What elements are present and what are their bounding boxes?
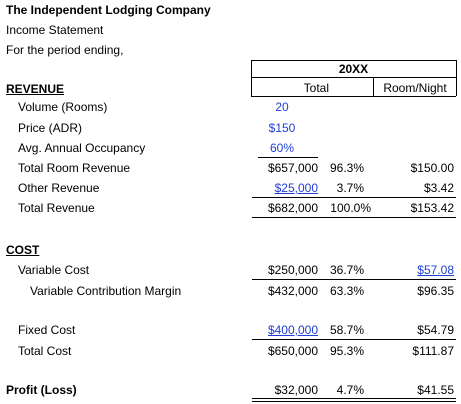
price-value[interactable]: $150 — [268, 121, 296, 135]
fixed-cost-pct: 58.7% — [329, 323, 364, 337]
header-bottom-border — [251, 96, 456, 97]
fixed-cost-underline — [252, 339, 456, 340]
total-revenue-label: Total Revenue — [18, 201, 95, 215]
volume-value[interactable]: 20 — [275, 100, 289, 114]
volume-label: Volume (Rooms) — [18, 100, 108, 114]
price-label: Price (ADR) — [18, 121, 83, 135]
revenue-heading: REVENUE — [6, 82, 65, 96]
contribution-total: $432,000 — [267, 284, 318, 298]
room-revenue-label: Total Room Revenue — [18, 161, 131, 175]
other-revenue-pct: 3.7% — [336, 181, 364, 195]
header-divider — [373, 77, 374, 96]
variable-cost-total: $250,000 — [267, 263, 318, 277]
fixed-cost-label: Fixed Cost — [18, 323, 76, 337]
profit-label: Profit (Loss) — [6, 383, 77, 397]
room-revenue-per: $150.00 — [410, 161, 454, 175]
total-revenue-total: $682,000 — [267, 201, 318, 215]
room-night-column-header: Room/Night — [383, 81, 447, 95]
total-cost-pct: 95.3% — [329, 344, 364, 358]
profit-pct: 4.7% — [336, 383, 364, 397]
fixed-cost-total[interactable]: $400,000 — [267, 323, 318, 337]
profit-total: $32,000 — [274, 383, 318, 397]
header-right-border — [456, 60, 457, 96]
total-revenue-underline — [252, 217, 456, 218]
total-cost-per: $111.87 — [412, 344, 454, 358]
profit-per: $41.55 — [417, 383, 454, 397]
statement-title: Income Statement — [6, 23, 104, 37]
room-revenue-total: $657,000 — [267, 161, 318, 175]
cost-heading: COST — [6, 243, 40, 257]
total-revenue-per: $153.42 — [410, 201, 454, 215]
other-revenue-total[interactable]: $25,000 — [274, 181, 318, 195]
variable-cost-pct: 36.7% — [329, 263, 364, 277]
other-revenue-underline — [252, 197, 456, 198]
period-header: 20XX — [338, 62, 369, 76]
total-column-header: Total — [303, 81, 329, 95]
variable-cost-per[interactable]: $57.08 — [417, 263, 454, 277]
total-revenue-pct: 100.0% — [330, 201, 371, 215]
other-revenue-per: $3.42 — [423, 181, 454, 195]
header-mid-border — [251, 77, 456, 78]
header-top-border — [251, 60, 456, 61]
header-left-border — [251, 60, 252, 96]
fixed-cost-per: $54.79 — [417, 323, 454, 337]
other-revenue-label: Other Revenue — [18, 181, 100, 195]
occupancy-label: Avg. Annual Occupancy — [18, 141, 146, 155]
company-name: The Independent Lodging Company — [6, 3, 211, 17]
variable-cost-underline — [252, 279, 456, 280]
total-cost-total: $650,000 — [267, 344, 318, 358]
contribution-pct: 63.3% — [329, 284, 364, 298]
occupancy-underline — [258, 157, 318, 158]
variable-cost-label: Variable Cost — [18, 263, 90, 277]
contribution-per: $96.35 — [417, 284, 454, 298]
profit-double-underline — [252, 398, 456, 402]
room-revenue-pct: 96.3% — [329, 161, 364, 175]
occupancy-value[interactable]: 60% — [269, 141, 295, 155]
period-label: For the period ending, — [6, 43, 124, 57]
contribution-label: Variable Contribution Margin — [30, 284, 182, 298]
total-cost-label: Total Cost — [18, 344, 72, 358]
